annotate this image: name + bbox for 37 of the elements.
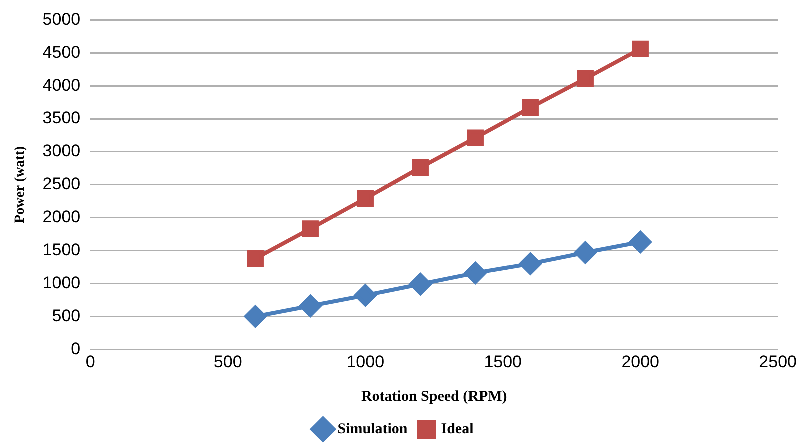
point xyxy=(577,70,594,88)
y-tick-label: 0 xyxy=(71,339,81,358)
y-tick-label: 2000 xyxy=(42,208,81,227)
point xyxy=(630,231,652,254)
point xyxy=(574,242,597,264)
point xyxy=(467,130,484,146)
y-tick-label: 4500 xyxy=(42,42,81,62)
x-axis-title: Rotation Speed (RPM) xyxy=(361,388,508,405)
point xyxy=(632,40,649,58)
x-tick-label: 1500 xyxy=(484,352,522,372)
point xyxy=(244,306,267,328)
point xyxy=(520,252,542,275)
point xyxy=(410,273,432,296)
y-tick-label: 1000 xyxy=(42,273,81,292)
x-tick-label: 0 xyxy=(86,352,96,372)
point xyxy=(357,190,374,208)
x-tick-label: 500 xyxy=(214,352,242,372)
point xyxy=(522,99,539,116)
point xyxy=(354,284,377,307)
y-tick-label: 2500 xyxy=(42,174,81,194)
point xyxy=(247,250,264,268)
legend-label: Ideal xyxy=(441,421,474,438)
x-tick-label: 2500 xyxy=(759,352,798,372)
y-axis-title: Power (watt) xyxy=(13,146,28,224)
y-tick-label: 500 xyxy=(52,306,81,326)
x-tick-label: 2000 xyxy=(622,352,660,372)
point xyxy=(412,159,429,176)
y-tick-label: 1500 xyxy=(42,240,81,260)
y-tick-label: 5000 xyxy=(42,10,81,29)
point xyxy=(464,262,487,284)
point xyxy=(300,295,322,318)
y-tick-label: 3500 xyxy=(42,108,81,128)
point xyxy=(302,220,319,238)
y-tick-label: 3000 xyxy=(42,142,81,161)
legend-label: Simulation xyxy=(338,421,408,438)
y-tick-label: 4000 xyxy=(42,76,81,95)
x-tick-label: 1000 xyxy=(346,352,385,372)
